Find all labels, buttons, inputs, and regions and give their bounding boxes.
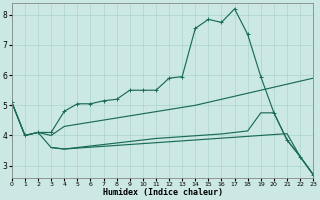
X-axis label: Humidex (Indice chaleur): Humidex (Indice chaleur) bbox=[102, 188, 222, 197]
